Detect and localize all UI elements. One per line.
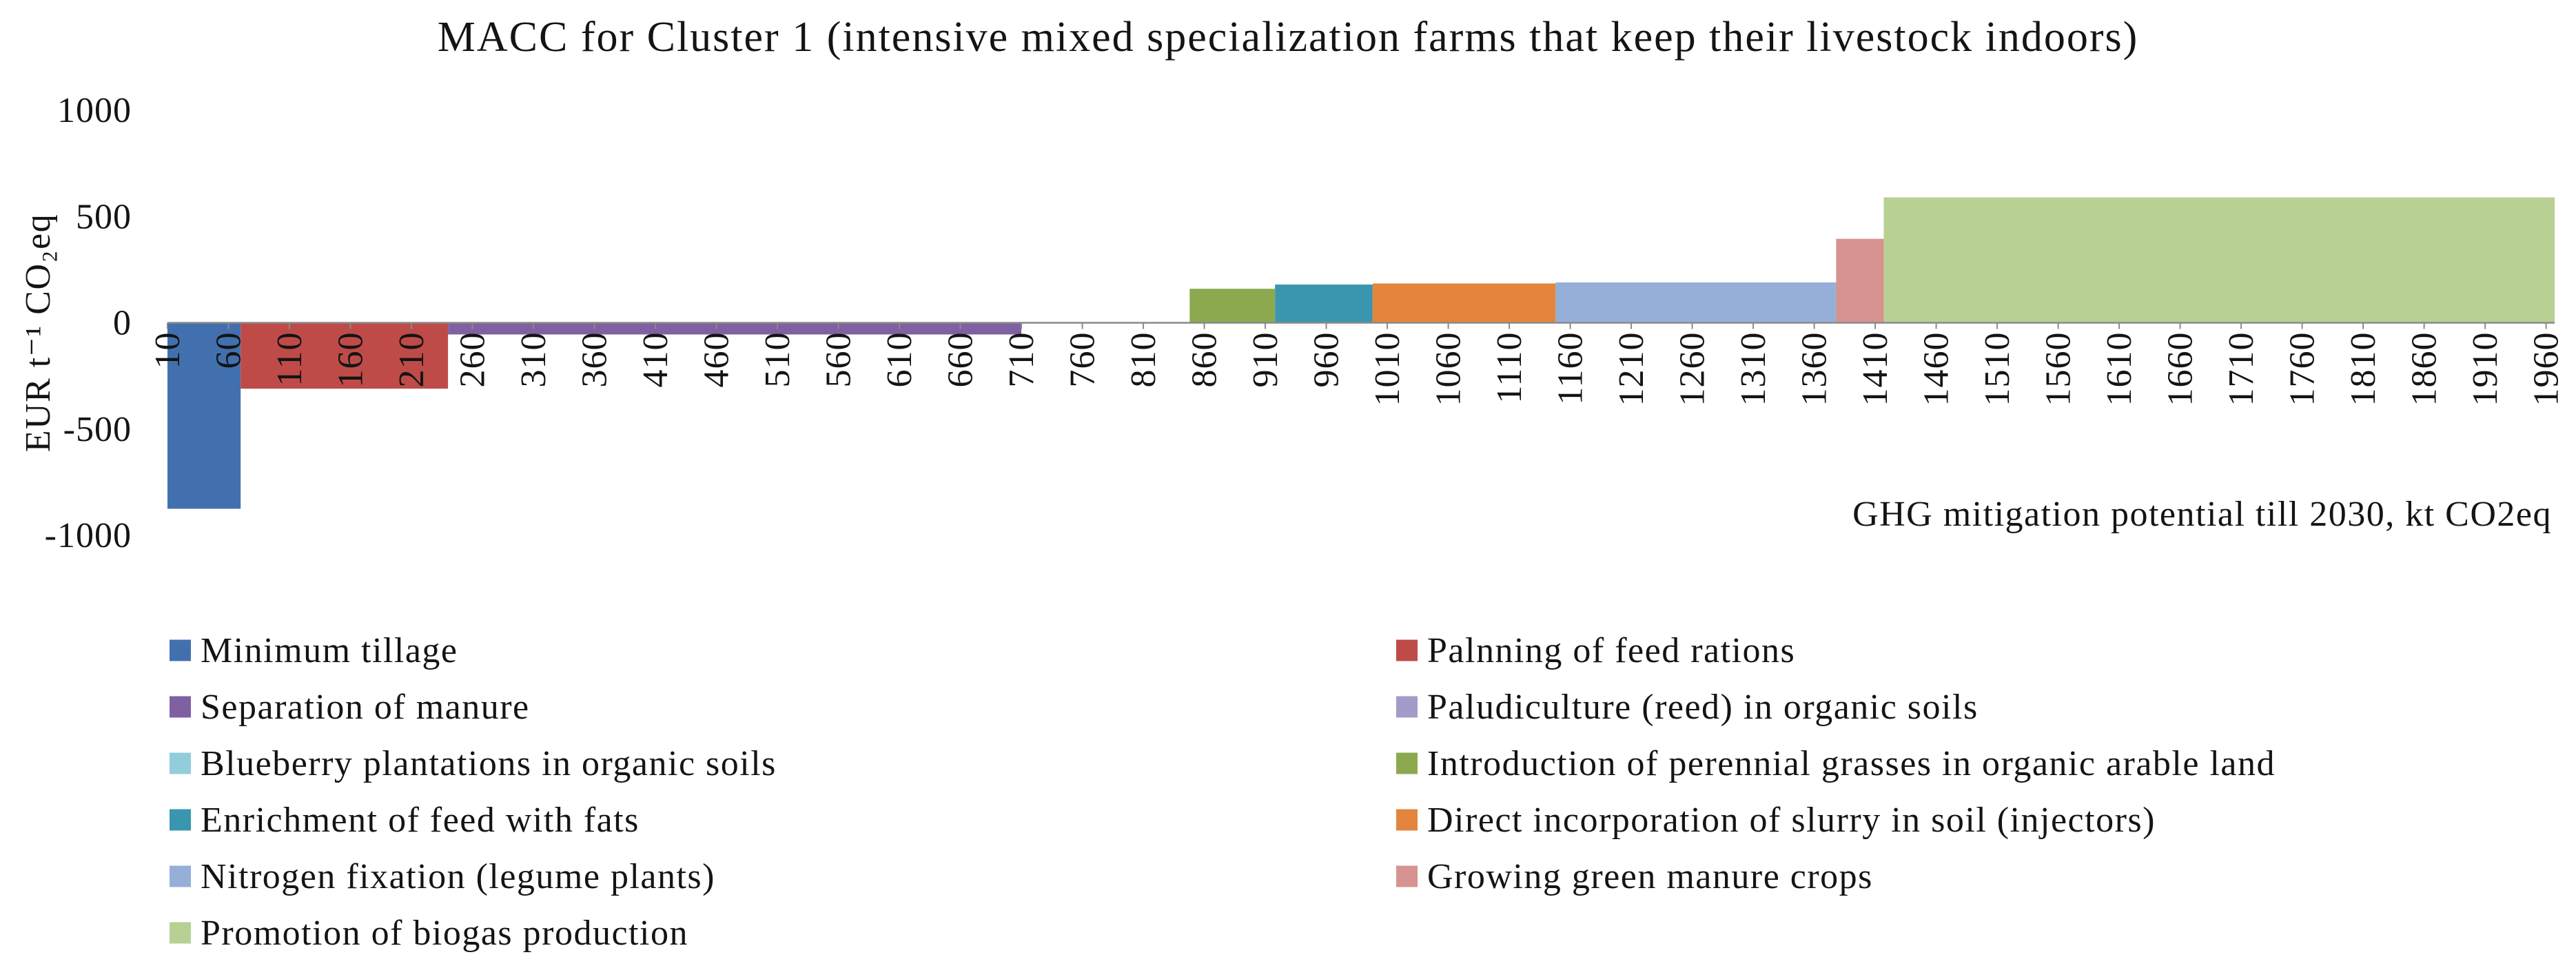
bars <box>167 197 2555 509</box>
legend-label: Separation of manure <box>201 688 530 727</box>
x-tick-label: 410 <box>636 332 675 388</box>
y-tick-label: -1000 <box>45 516 132 555</box>
legend-swatch <box>1396 865 1418 887</box>
x-tick-label: 510 <box>758 332 797 388</box>
x-tick-label: 810 <box>1124 332 1163 388</box>
x-tick-label: 860 <box>1185 332 1225 388</box>
y-tick-label: 0 <box>113 304 132 343</box>
x-tick-label: 460 <box>697 332 737 388</box>
y-tick-label: -500 <box>63 410 132 449</box>
legend-label: Nitrogen fixation (legume plants) <box>201 857 715 896</box>
legend: Minimum tillage Palnning of feed rations S… <box>170 631 2276 953</box>
legend-label: Introduction of perennial grasses in org… <box>1427 744 2276 783</box>
legend-swatch <box>170 809 191 831</box>
x-tick-label: 1310 <box>1734 332 1773 406</box>
x-tick-label: 360 <box>575 332 615 388</box>
legend-item-nitrogen-fixation-legume-plants: Nitrogen fixation (legume plants) <box>170 857 715 896</box>
x-tick-label: 1210 <box>1612 332 1651 406</box>
x-tick-label: 960 <box>1307 332 1347 388</box>
bar-enrichment-of-feed-with-fats <box>1275 284 1373 323</box>
bar-minimum-tillage <box>167 322 241 509</box>
x-tick-label: 1610 <box>2100 332 2139 406</box>
x-tick-label: 1360 <box>1795 332 1834 406</box>
x-tick-label: 1910 <box>2466 332 2505 406</box>
bar-promotion-of-biogas-production <box>1883 197 2555 323</box>
chart-title: MACC for Cluster 1 (intensive mixed spec… <box>438 14 2139 61</box>
x-tick-label: 1010 <box>1368 332 1407 406</box>
x-tick-label: 210 <box>392 332 431 388</box>
x-axis: 10 60 110 160 210 260 310 360 410 460 510 560 610 660… <box>148 322 2566 406</box>
x-tick-label: 560 <box>819 332 859 388</box>
legend-label: Direct incorporation of slurry in soil (… <box>1427 801 2156 840</box>
legend-label: Enrichment of feed with fats <box>201 801 640 840</box>
legend-label: Palnning of feed rations <box>1427 631 1795 670</box>
x-tick-label: 1410 <box>1856 332 1895 406</box>
x-tick-label: 1710 <box>2222 332 2261 406</box>
x-tick-label: 710 <box>1002 332 1041 388</box>
x-tick-label: 310 <box>514 332 553 388</box>
x-tick-label: 1510 <box>1978 332 2017 406</box>
x-tick-label: 160 <box>331 332 371 388</box>
legend-swatch <box>1396 809 1418 831</box>
x-tick-label: 1860 <box>2405 332 2444 406</box>
bar-palnning-of-feed-rations <box>241 322 449 389</box>
legend-item-paludiculture-reed-in-organic-soils: Paludiculture (reed) in organic soils <box>1396 688 1979 727</box>
legend-item-enrichment-of-feed-with-fats: Enrichment of feed with fats <box>170 801 640 840</box>
x-tick-label: 1110 <box>1490 332 1529 404</box>
legend-item-minimum-tillage: Minimum tillage <box>170 631 458 670</box>
x-tick-label: 110 <box>270 332 309 387</box>
x-tick-label: 1960 <box>2527 332 2566 406</box>
legend-swatch <box>1396 696 1418 718</box>
bar-direct-incorporation-of-slurry-in-soil-injectors <box>1372 283 1556 323</box>
legend-label: Promotion of biogas production <box>201 914 688 953</box>
x-tick-label: 660 <box>941 332 981 388</box>
legend-label: Minimum tillage <box>201 631 458 670</box>
legend-label: Growing green manure crops <box>1427 857 1873 896</box>
x-tick-label: 1160 <box>1551 332 1591 405</box>
bar-introduction-of-perennial-grasses-in-organic-arable-land <box>1189 289 1276 323</box>
legend-swatch <box>170 922 191 944</box>
y-axis-title: EUR t⁻¹ CO₂eq <box>19 214 58 452</box>
legend-item-direct-incorporation-of-slurry-in-soil-injectors: Direct incorporation of slurry in soil (… <box>1396 801 2156 840</box>
y-tick-label: 1000 <box>57 91 132 130</box>
bar-growing-green-manure-crops <box>1836 238 1884 323</box>
x-tick-label: 1810 <box>2344 332 2383 406</box>
x-tick-label: 1260 <box>1673 332 1713 406</box>
x-tick-label: 260 <box>453 332 493 388</box>
legend-swatch <box>1396 752 1418 774</box>
bar-nitrogen-fixation-legume-plants <box>1555 282 1837 323</box>
x-tick-label: 1560 <box>2039 332 2078 406</box>
legend-item-palnning-of-feed-rations: Palnning of feed rations <box>1396 631 1795 670</box>
legend-item-growing-green-manure-crops: Growing green manure crops <box>1396 857 1873 896</box>
legend-label: Blueberry plantations in organic soils <box>201 744 777 783</box>
legend-item-blueberry-plantations-in-organic-soils: Blueberry plantations in organic soils <box>170 744 777 783</box>
legend-item-separation-of-manure: Separation of manure <box>170 688 530 727</box>
legend-swatch <box>1396 639 1418 661</box>
bar-separation-of-manure <box>448 322 1022 335</box>
y-axis: 1000 500 0 -500 -1000 <box>45 91 132 555</box>
x-tick-label: 1660 <box>2161 332 2200 406</box>
x-axis-title: GHG mitigation potential till 2030, kt C… <box>1852 495 2552 534</box>
x-tick-label: 610 <box>880 332 919 388</box>
legend-item-promotion-of-biogas-production: Promotion of biogas production <box>170 914 688 953</box>
legend-swatch <box>170 865 191 887</box>
legend-swatch <box>170 752 191 774</box>
x-tick-label: 60 <box>209 332 249 369</box>
legend-swatch <box>170 696 191 718</box>
y-tick-label: 500 <box>76 197 132 236</box>
x-tick-label: 760 <box>1063 332 1103 388</box>
x-tick-label: 10 <box>148 332 187 369</box>
x-tick-label: 910 <box>1246 332 1285 388</box>
x-tick-label: 1760 <box>2283 332 2322 406</box>
legend-swatch <box>170 639 191 661</box>
legend-label: Paludiculture (reed) in organic soils <box>1427 688 1979 727</box>
x-tick-label: 1460 <box>1917 332 1956 406</box>
legend-item-introduction-of-perennial-grasses-in-organic-arable-land: Introduction of perennial grasses in org… <box>1396 744 2276 783</box>
x-tick-label: 1060 <box>1429 332 1469 406</box>
